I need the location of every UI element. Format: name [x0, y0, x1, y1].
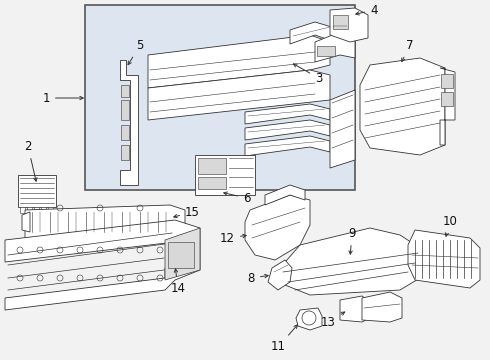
Bar — [441, 74, 453, 88]
Text: 2: 2 — [24, 140, 37, 181]
Bar — [41, 207, 46, 213]
Text: 6: 6 — [224, 192, 250, 204]
Text: 12: 12 — [220, 231, 246, 244]
Text: 7: 7 — [402, 39, 414, 62]
Bar — [27, 207, 32, 213]
Bar — [121, 125, 129, 140]
Polygon shape — [360, 58, 445, 155]
Polygon shape — [408, 230, 480, 288]
Bar — [48, 207, 53, 213]
Bar — [34, 207, 39, 213]
Bar — [121, 145, 129, 160]
Polygon shape — [245, 104, 330, 124]
Text: 1: 1 — [43, 91, 83, 104]
Bar — [121, 85, 129, 97]
Polygon shape — [165, 228, 200, 280]
Text: 11: 11 — [271, 325, 297, 353]
Text: 4: 4 — [356, 4, 377, 17]
Polygon shape — [148, 35, 330, 88]
Polygon shape — [440, 68, 455, 145]
Bar — [20, 207, 25, 213]
Polygon shape — [265, 185, 305, 205]
Bar — [317, 46, 335, 56]
Bar — [333, 15, 348, 29]
Polygon shape — [340, 296, 370, 322]
Polygon shape — [245, 136, 330, 156]
Bar — [85, 5, 355, 190]
Bar — [198, 177, 226, 189]
Text: 9: 9 — [348, 227, 356, 254]
Polygon shape — [195, 155, 255, 195]
Polygon shape — [330, 90, 355, 168]
Text: 3: 3 — [294, 64, 322, 85]
Polygon shape — [120, 60, 138, 185]
Polygon shape — [245, 195, 310, 260]
Polygon shape — [330, 8, 368, 42]
Bar — [168, 242, 194, 268]
Polygon shape — [315, 32, 355, 62]
Polygon shape — [22, 212, 30, 232]
Text: 13: 13 — [321, 312, 344, 328]
Text: 14: 14 — [171, 269, 186, 295]
Bar — [18, 175, 56, 207]
Polygon shape — [25, 205, 185, 238]
Bar — [441, 92, 453, 106]
Polygon shape — [296, 308, 322, 330]
Polygon shape — [290, 22, 335, 44]
Bar — [121, 100, 129, 120]
Text: 15: 15 — [174, 206, 200, 219]
Text: 8: 8 — [247, 271, 268, 284]
Polygon shape — [148, 70, 330, 120]
Polygon shape — [5, 220, 200, 310]
Polygon shape — [362, 292, 402, 322]
Text: 10: 10 — [442, 215, 458, 236]
Text: 5: 5 — [128, 39, 144, 65]
Polygon shape — [280, 228, 420, 295]
Polygon shape — [245, 120, 330, 140]
Bar — [198, 158, 226, 174]
Polygon shape — [268, 260, 292, 290]
